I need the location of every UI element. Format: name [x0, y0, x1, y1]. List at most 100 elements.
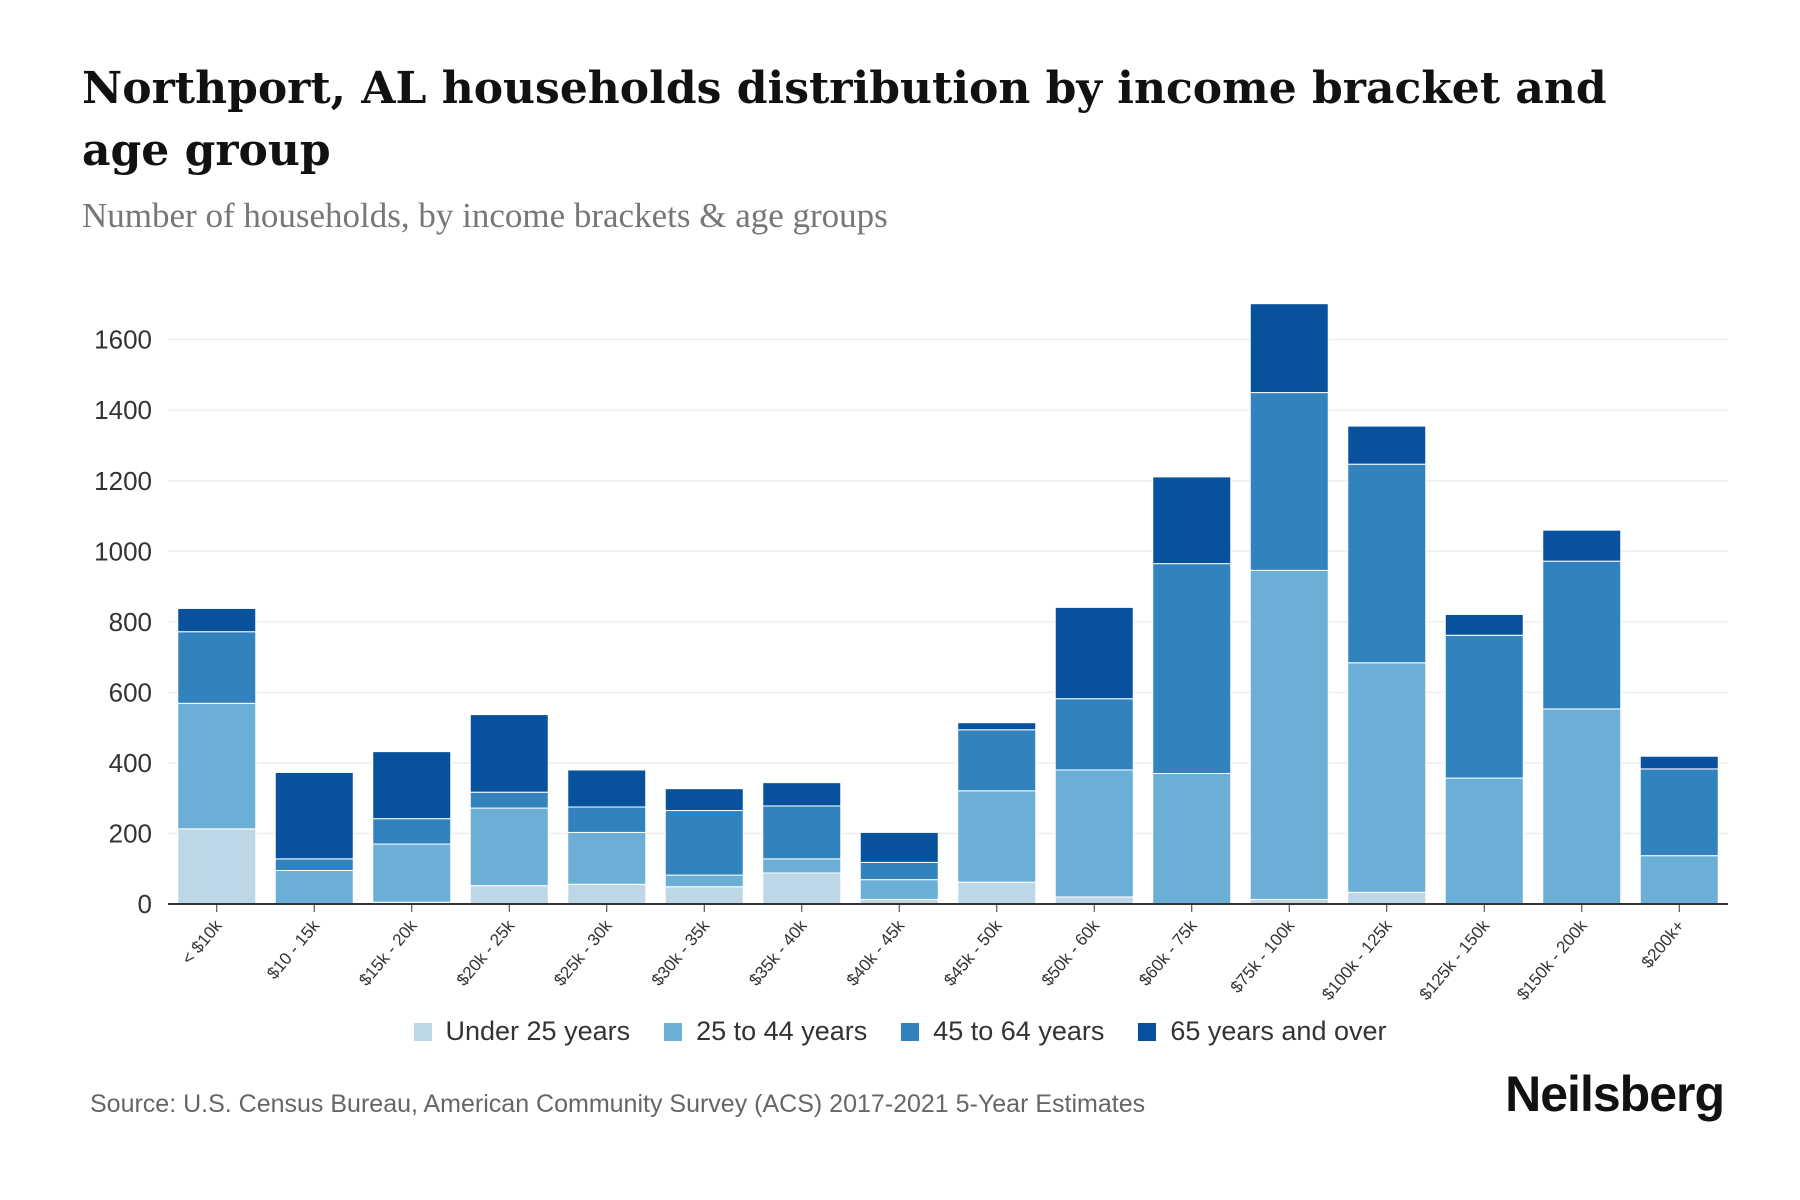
bar-segment [567, 831, 647, 885]
bar-segment [567, 769, 647, 808]
bar-stack [859, 831, 939, 905]
bar-segment [469, 807, 549, 887]
bar-segment [957, 729, 1037, 792]
bar-segment [469, 885, 549, 905]
bar-segment [859, 831, 939, 863]
y-tick-label: 1000 [94, 536, 152, 566]
bar-stack [1542, 529, 1622, 905]
bar-stack [664, 788, 744, 905]
y-tick-label: 1200 [94, 466, 152, 496]
legend-swatch [901, 1022, 920, 1041]
bar-segment [177, 631, 257, 704]
bar-segment [1542, 529, 1622, 562]
bar-segment [664, 886, 744, 905]
legend: Under 25 years 25 to 44 years 45 to 64 yea… [0, 1016, 1800, 1047]
x-axis: < $10k $10 - 15k $15k - 20k $20k - 25k $25k … [168, 903, 1728, 1004]
bar-segment [1054, 896, 1134, 905]
y-tick-label: 600 [109, 677, 152, 707]
bar-stack [1639, 755, 1719, 905]
legend-label: Under 25 years [445, 1016, 631, 1046]
bar-segment [1639, 755, 1719, 770]
x-tick-label: $25k - 30k [550, 916, 616, 989]
bar-segment [1249, 303, 1329, 394]
chart-subtitle: Number of households, by income brackets… [82, 196, 888, 235]
bar-segment [957, 881, 1037, 905]
bar-segment [1347, 891, 1427, 905]
bar-segment [1639, 855, 1719, 905]
bar-segment [664, 874, 744, 888]
bar-stack [177, 607, 257, 905]
x-tick-label: $40k - 45k [843, 916, 909, 989]
legend-item: Under 25 years [413, 1016, 631, 1047]
bar-segment [762, 782, 842, 807]
bar-stack [1152, 476, 1232, 905]
bar-segment [1639, 768, 1719, 857]
bar-segment [957, 790, 1037, 883]
x-tick-label: $20k - 25k [453, 916, 519, 989]
legend-swatch [1138, 1022, 1157, 1041]
y-tick-label: 1600 [94, 325, 152, 355]
bar-segment [372, 751, 452, 820]
bar-segment [1152, 563, 1232, 775]
x-tick-label: $15k - 20k [355, 916, 421, 989]
legend-label: 45 to 64 years [933, 1016, 1105, 1046]
bar-segment [372, 843, 452, 903]
bar-segment [1249, 392, 1329, 571]
y-tick-label: 800 [109, 607, 152, 637]
bar-segment [664, 810, 744, 876]
bar-segment [567, 806, 647, 833]
x-tick-label: < $10k [178, 916, 226, 968]
bar-segment [469, 791, 549, 809]
legend-swatch [413, 1022, 432, 1041]
bar-segment [762, 872, 842, 905]
x-tick-label: $125k - 150k [1416, 916, 1494, 1004]
x-tick-label: $100k - 125k [1318, 916, 1396, 1004]
bar-stack [762, 782, 842, 905]
x-tick-label: $50k - 60k [1038, 916, 1104, 989]
source-note: Source: U.S. Census Bureau, American Com… [90, 1090, 1146, 1118]
legend-item: 45 to 64 years [901, 1016, 1104, 1047]
y-tick-label: 0 [138, 889, 152, 919]
bar-segment [177, 828, 257, 905]
y-tick-label: 400 [109, 748, 152, 778]
bar-segment [1152, 476, 1232, 565]
bar-segment [274, 771, 354, 860]
chart-title: Northport, AL households distribution by… [82, 63, 1607, 176]
bar-stack [1249, 303, 1329, 905]
legend-item: 65 years and over [1138, 1016, 1387, 1047]
y-tick-label: 200 [109, 818, 152, 848]
bar-stack [1347, 425, 1427, 905]
bar-segment [469, 714, 549, 793]
bar-segment [274, 869, 354, 905]
bar-stack [567, 769, 647, 905]
x-tick-label: $60k - 75k [1135, 916, 1201, 989]
y-axis: 0 200 400 600 800 1000 1200 1400 1600 [94, 325, 152, 919]
legend-item: 25 to 44 years [664, 1016, 867, 1047]
bar-segment [859, 861, 939, 881]
bar-segment [177, 702, 257, 830]
bar-segment [1444, 634, 1524, 779]
bar-segment [1054, 698, 1134, 771]
bar-stack [274, 771, 354, 905]
legend-label: 65 years and over [1170, 1016, 1387, 1046]
bar-segment [1444, 613, 1524, 636]
bar-segment [1347, 662, 1427, 893]
x-tick-label: $10 - 15k [263, 916, 323, 983]
bar-stack [957, 722, 1037, 905]
bar-segment [1054, 769, 1134, 898]
bar-segment [1249, 569, 1329, 900]
bar-stack [1444, 613, 1524, 905]
x-tick-label: $200k+ [1638, 916, 1689, 971]
x-tick-label: $150k - 200k [1513, 916, 1591, 1004]
bar-segment [1542, 560, 1622, 710]
bars [177, 303, 1719, 905]
bar-stack [372, 751, 452, 905]
bar-segment [664, 788, 744, 812]
bar-segment [1347, 463, 1427, 664]
bar-segment [567, 883, 647, 905]
bar-segment [1444, 777, 1524, 905]
bar-segment [762, 858, 842, 874]
x-tick-label: $75k - 100k [1227, 916, 1299, 997]
bar-segment [1152, 773, 1232, 905]
x-tick-label: $30k - 35k [648, 916, 714, 989]
